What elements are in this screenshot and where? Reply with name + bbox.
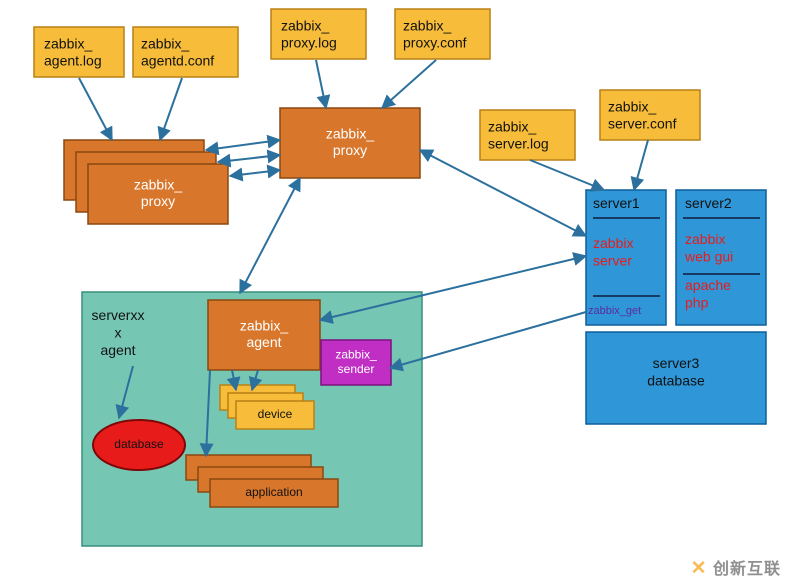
- text-t_zbx_srv-l0: zabbix: [593, 235, 633, 251]
- label-sender_box-l1: sender: [338, 362, 375, 376]
- label-agent_box-l0: zabbix_: [240, 317, 288, 333]
- text-t_server2-l0: server2: [685, 195, 732, 211]
- text-t_server1-l0: server1: [593, 195, 640, 211]
- node-proxy_main: zabbix_proxy: [280, 108, 420, 178]
- label-yl_server_conf-l0: zabbix_: [608, 99, 656, 115]
- label-db_ellipse-l0: database: [114, 437, 164, 451]
- node-yl_proxy_conf: zabbix_proxy.conf: [395, 9, 490, 59]
- label-proxy_stack_0-l0: zabbix_: [134, 176, 182, 192]
- edge-4: [530, 160, 604, 190]
- node-yl_agentd_conf: zabbix_agentd.conf: [133, 27, 238, 77]
- label-app_s0-l0: application: [245, 485, 302, 499]
- edge-6: [206, 140, 280, 150]
- label-yl_server_conf-l1: server.conf: [608, 116, 677, 132]
- edge-7: [218, 155, 280, 162]
- label-proxy_main-l1: proxy: [333, 142, 367, 158]
- label-yl_proxy_log-l1: proxy.log: [281, 35, 337, 51]
- node-proxy_stack_0: zabbix_proxy: [88, 164, 228, 224]
- text-t_server3-l1: database: [647, 373, 705, 389]
- label-yl_agentd_conf-l0: zabbix_: [141, 36, 189, 52]
- label-yl_proxy_conf-l0: zabbix_: [403, 18, 451, 34]
- label-yl_proxy_log-l0: zabbix_: [281, 18, 329, 34]
- watermark: ✕ 创新互联: [691, 555, 781, 580]
- edge-8: [230, 170, 280, 176]
- edge-12: [240, 178, 300, 293]
- label-yl_proxy_conf-l1: proxy.conf: [403, 35, 467, 51]
- node-yl_proxy_log: zabbix_proxy.log: [271, 9, 366, 59]
- label-yl_agent_log-l0: zabbix_: [44, 36, 92, 52]
- edge-3: [382, 60, 436, 108]
- node-agent_box: zabbix_agent: [208, 300, 320, 370]
- label-yl_server_log-l0: zabbix_: [488, 119, 536, 135]
- text-t_zbx_srv-l1: server: [593, 253, 632, 269]
- label-device_s0-l0: device: [258, 407, 293, 421]
- node-yl_agent_log: zabbix_agent.log: [34, 27, 124, 77]
- text-t_webgui-l1: web gui: [684, 249, 733, 265]
- label-yl_server_log-l1: server.log: [488, 136, 549, 152]
- watermark-icon: ✕: [691, 558, 708, 579]
- edge-10: [320, 256, 586, 320]
- text-t_apache-l1: php: [685, 295, 709, 311]
- text-t_host_lbl-l2: agent: [100, 342, 135, 358]
- node-yl_server_conf: zabbix_server.conf: [600, 90, 700, 140]
- text-t_webgui-l0: zabbix: [685, 231, 725, 247]
- node-app_s0: application: [210, 479, 338, 507]
- edge-9: [420, 150, 586, 236]
- text-t_server3-l0: server3: [653, 355, 700, 371]
- watermark-text: 创新互联: [713, 561, 781, 578]
- label-yl_agentd_conf-l1: agentd.conf: [141, 53, 214, 69]
- text-t_host_lbl-l1: x: [115, 325, 122, 341]
- text-t_zbx_get-l0: zabbix_get: [588, 305, 641, 317]
- edge-0: [79, 78, 112, 140]
- node-yl_server_log: zabbix_server.log: [480, 110, 575, 160]
- node-sender_box: zabbix_sender: [321, 340, 391, 385]
- node-device_s0: device: [236, 401, 314, 429]
- edge-5: [634, 140, 648, 190]
- label-agent_box-l1: agent: [246, 334, 281, 350]
- edge-2: [316, 60, 326, 108]
- label-proxy_stack_0-l1: proxy: [141, 193, 175, 209]
- label-sender_box-l0: zabbix_: [335, 347, 377, 361]
- edge-1: [160, 78, 182, 140]
- text-t_host_lbl-l0: serverxx: [92, 307, 145, 323]
- label-yl_agent_log-l1: agent.log: [44, 53, 102, 69]
- node-db_ellipse: database: [93, 420, 185, 470]
- text-t_apache-l0: apache: [685, 277, 731, 293]
- label-proxy_main-l0: zabbix_: [326, 125, 374, 141]
